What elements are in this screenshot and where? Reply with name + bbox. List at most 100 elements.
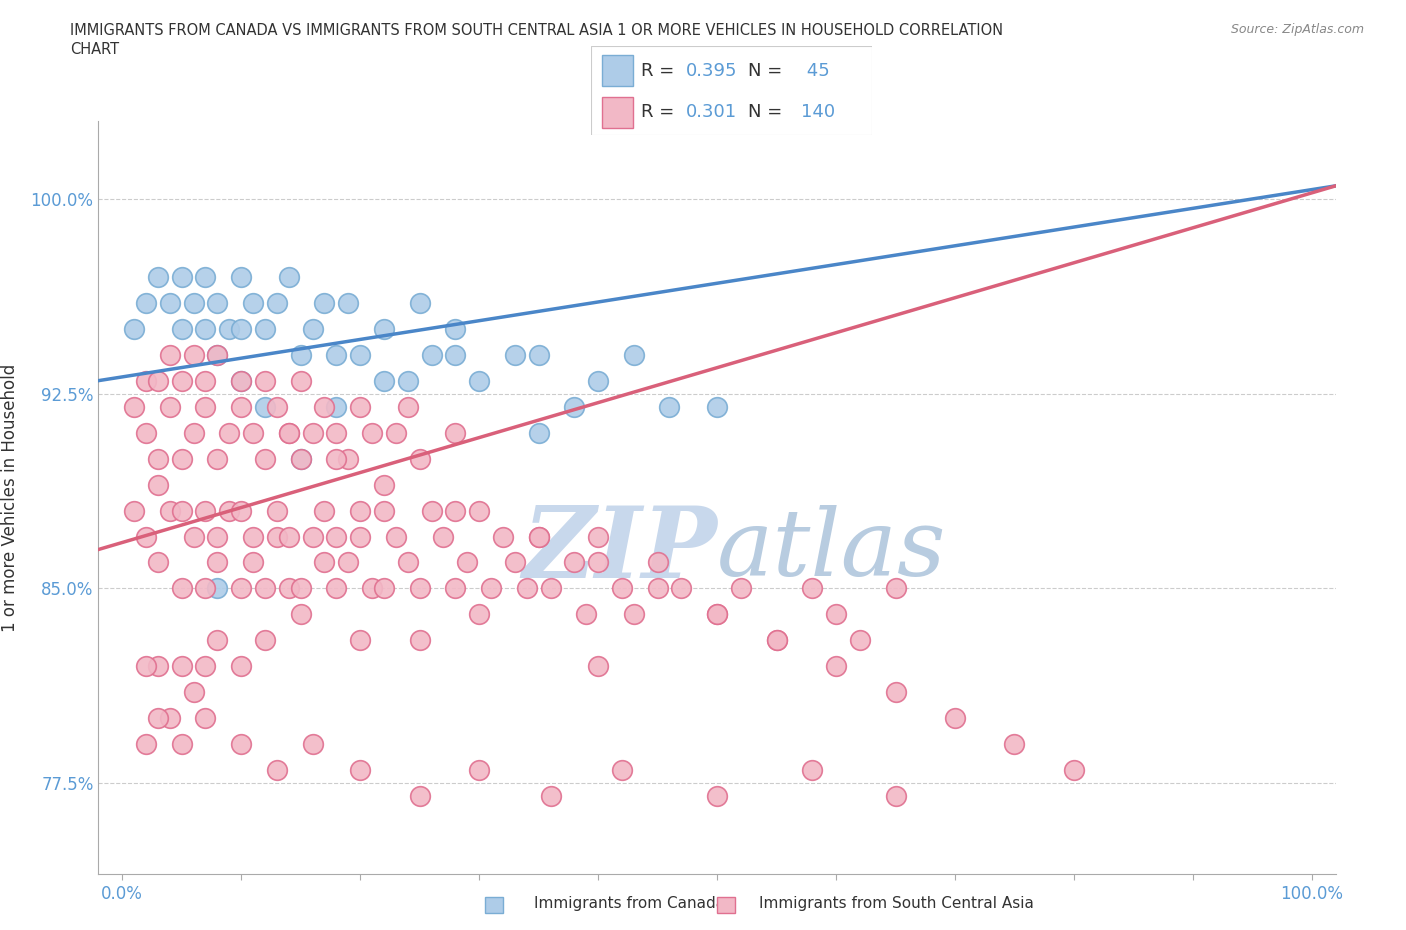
Text: N =: N = bbox=[748, 103, 782, 121]
Point bbox=[266, 503, 288, 518]
Point bbox=[242, 425, 264, 440]
Point bbox=[194, 373, 217, 388]
Point bbox=[135, 659, 157, 674]
Point bbox=[706, 399, 728, 414]
Point bbox=[146, 451, 169, 466]
Point bbox=[183, 296, 205, 311]
Point bbox=[337, 555, 360, 570]
Point bbox=[825, 607, 848, 622]
Point bbox=[408, 451, 430, 466]
Text: 45: 45 bbox=[801, 61, 830, 80]
Point bbox=[373, 581, 395, 596]
Point bbox=[207, 581, 229, 596]
Point bbox=[623, 347, 645, 362]
Point bbox=[170, 321, 193, 336]
Point bbox=[135, 529, 157, 544]
Point bbox=[146, 711, 169, 725]
Point bbox=[194, 503, 217, 518]
Text: N =: N = bbox=[748, 61, 782, 80]
Point bbox=[610, 581, 633, 596]
Point bbox=[361, 425, 384, 440]
Point bbox=[194, 659, 217, 674]
Point bbox=[231, 399, 253, 414]
Point bbox=[562, 555, 585, 570]
Point bbox=[231, 581, 253, 596]
Point bbox=[361, 581, 384, 596]
Point bbox=[207, 347, 229, 362]
Point bbox=[456, 555, 478, 570]
Point bbox=[492, 529, 515, 544]
Point bbox=[159, 296, 181, 311]
Point bbox=[277, 529, 299, 544]
Point bbox=[170, 503, 193, 518]
Point bbox=[527, 529, 550, 544]
Point bbox=[135, 373, 157, 388]
Point bbox=[349, 633, 371, 648]
Point bbox=[277, 425, 299, 440]
Point bbox=[647, 581, 669, 596]
Point bbox=[1063, 763, 1085, 777]
Point bbox=[610, 763, 633, 777]
Point bbox=[146, 270, 169, 285]
Point bbox=[884, 581, 907, 596]
Point bbox=[586, 555, 609, 570]
Point bbox=[444, 503, 467, 518]
Point bbox=[562, 399, 585, 414]
Y-axis label: 1 or more Vehicles in Household: 1 or more Vehicles in Household bbox=[1, 364, 20, 631]
Point bbox=[385, 425, 408, 440]
Point bbox=[170, 451, 193, 466]
Text: R =: R = bbox=[641, 103, 681, 121]
Point bbox=[325, 425, 347, 440]
FancyBboxPatch shape bbox=[602, 97, 633, 127]
Point bbox=[218, 503, 240, 518]
Point bbox=[444, 425, 467, 440]
Point bbox=[183, 425, 205, 440]
Point bbox=[349, 399, 371, 414]
Point bbox=[253, 373, 276, 388]
Text: R =: R = bbox=[641, 61, 681, 80]
Point bbox=[301, 425, 323, 440]
Point bbox=[527, 347, 550, 362]
Point bbox=[325, 347, 347, 362]
Point bbox=[765, 633, 787, 648]
Text: IMMIGRANTS FROM CANADA VS IMMIGRANTS FROM SOUTH CENTRAL ASIA 1 OR MORE VEHICLES : IMMIGRANTS FROM CANADA VS IMMIGRANTS FRO… bbox=[70, 23, 1004, 38]
Point bbox=[207, 347, 229, 362]
Point bbox=[468, 373, 491, 388]
Point bbox=[290, 373, 312, 388]
Text: CHART: CHART bbox=[70, 42, 120, 57]
Point bbox=[706, 789, 728, 804]
Point bbox=[825, 659, 848, 674]
Text: Source: ZipAtlas.com: Source: ZipAtlas.com bbox=[1230, 23, 1364, 36]
Point bbox=[349, 763, 371, 777]
Point bbox=[420, 503, 443, 518]
Point bbox=[540, 789, 562, 804]
Point bbox=[540, 581, 562, 596]
Point bbox=[408, 633, 430, 648]
Point bbox=[266, 763, 288, 777]
Point bbox=[207, 296, 229, 311]
Point bbox=[396, 399, 419, 414]
Point bbox=[135, 425, 157, 440]
Point bbox=[170, 373, 193, 388]
Point bbox=[647, 555, 669, 570]
Point bbox=[884, 684, 907, 699]
Point bbox=[408, 581, 430, 596]
Point bbox=[231, 737, 253, 751]
Point bbox=[159, 711, 181, 725]
Point bbox=[325, 529, 347, 544]
Point bbox=[194, 581, 217, 596]
Point bbox=[301, 321, 323, 336]
Point bbox=[183, 347, 205, 362]
Point bbox=[432, 529, 454, 544]
Point bbox=[231, 659, 253, 674]
Point bbox=[253, 321, 276, 336]
Point bbox=[503, 347, 526, 362]
Point bbox=[349, 347, 371, 362]
Point bbox=[586, 373, 609, 388]
Point bbox=[266, 296, 288, 311]
Point bbox=[314, 503, 336, 518]
Point bbox=[396, 555, 419, 570]
Point bbox=[385, 529, 408, 544]
Point bbox=[159, 503, 181, 518]
Point bbox=[468, 607, 491, 622]
